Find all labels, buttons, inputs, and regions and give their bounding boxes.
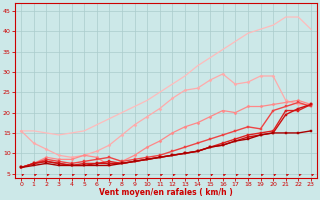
X-axis label: Vent moyen/en rafales ( km/h ): Vent moyen/en rafales ( km/h ) <box>99 188 233 197</box>
